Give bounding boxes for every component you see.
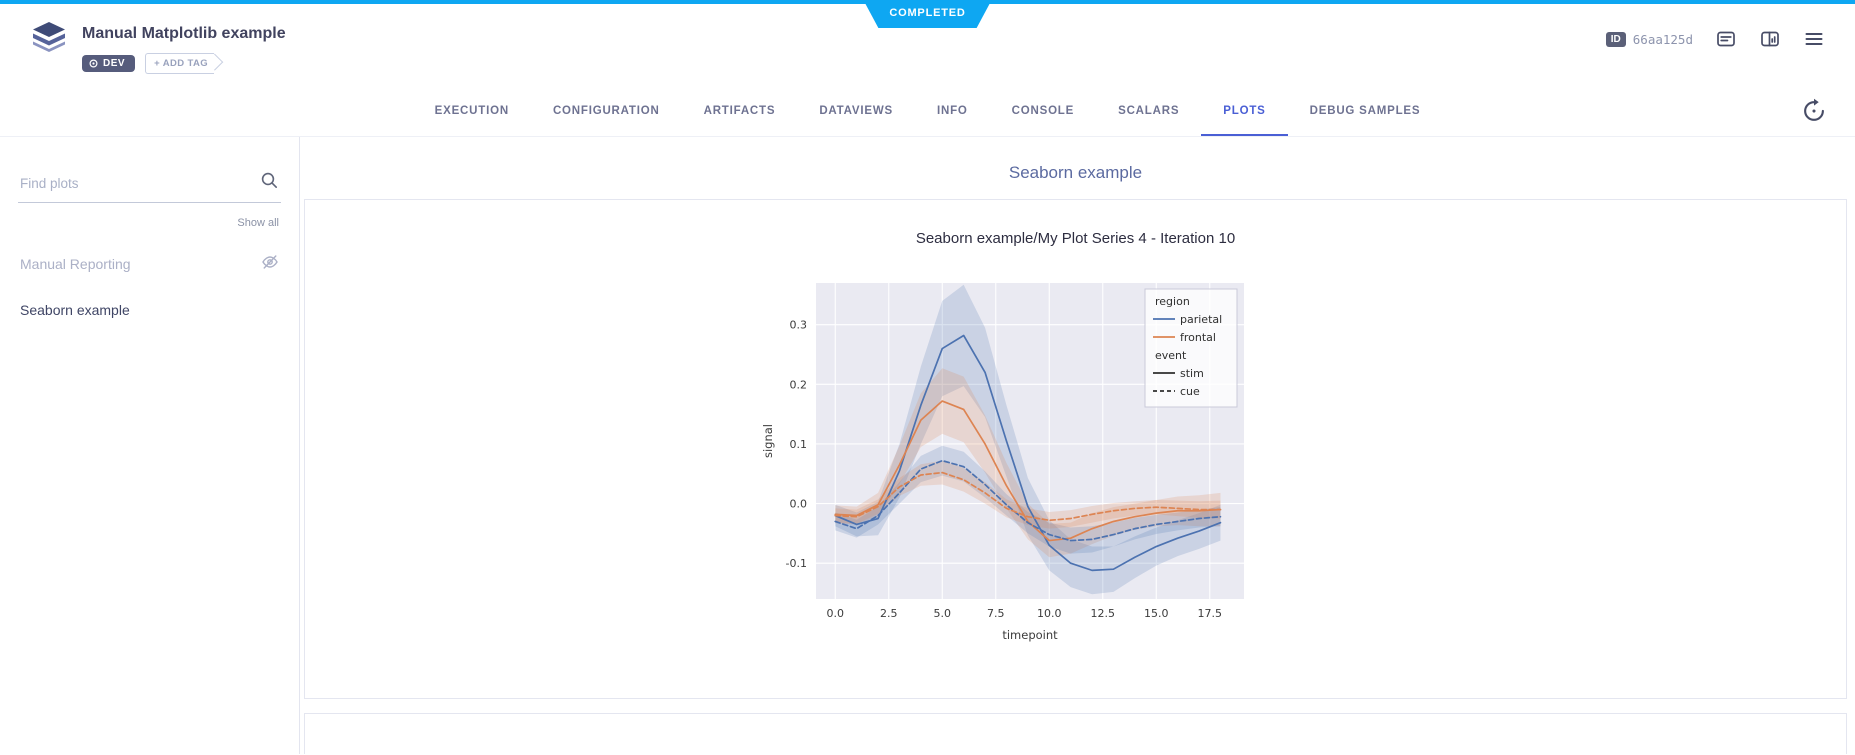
plot-group-heading: Seaborn example bbox=[1008, 163, 1143, 182]
svg-text:parietal: parietal bbox=[1180, 313, 1222, 326]
svg-text:event: event bbox=[1155, 349, 1187, 362]
search-icon bbox=[260, 171, 279, 195]
experiment-title: Manual Matplotlib example bbox=[82, 25, 286, 42]
plot-item-label: Manual Reporting bbox=[20, 255, 131, 272]
add-tag-button[interactable]: + ADD TAG bbox=[145, 53, 215, 75]
id-badge: ID 66aa125d bbox=[1605, 31, 1693, 47]
refresh-icon[interactable] bbox=[1801, 98, 1827, 129]
tab-configuration[interactable]: CONFIGURATION bbox=[552, 105, 660, 117]
add-tag-label: + ADD TAG bbox=[154, 58, 209, 70]
app-logo-icon bbox=[33, 22, 65, 52]
plot-list: Manual Reporting Seaborn example bbox=[18, 253, 281, 318]
dev-tag-badge: DEV bbox=[82, 55, 136, 73]
status-ribbon: COMPLETED bbox=[863, 0, 991, 28]
experiment-id-value: 66aa125d bbox=[1632, 31, 1693, 47]
tab-debug-samples[interactable]: DEBUG SAMPLES bbox=[1309, 105, 1421, 117]
svg-text:region: region bbox=[1155, 295, 1190, 308]
svg-text:frontal: frontal bbox=[1180, 331, 1216, 344]
svg-text:-0.1: -0.1 bbox=[785, 557, 806, 570]
tab-info[interactable]: INFO bbox=[936, 105, 968, 117]
next-plot-card bbox=[304, 713, 1847, 754]
header-titles: Manual Matplotlib example DEV + ADD TAG bbox=[82, 18, 286, 75]
svg-text:7.5: 7.5 bbox=[987, 607, 1005, 620]
svg-text:0.3: 0.3 bbox=[789, 319, 807, 332]
seaborn-plot[interactable]: 0.0 2.5 5.0 7.5 10.0 12.5 15.0 17.5 -0.1 0.0 0.1 0.… bbox=[756, 275, 1396, 657]
header-left: Manual Matplotlib example DEV + ADD TAG bbox=[30, 18, 286, 75]
svg-text:0.1: 0.1 bbox=[789, 438, 807, 451]
svg-text:signal: signal bbox=[761, 424, 775, 458]
eye-off-icon[interactable] bbox=[261, 253, 279, 274]
plots-main: Seaborn example Seaborn example/My Plot … bbox=[300, 137, 1855, 754]
svg-text:stim: stim bbox=[1180, 367, 1204, 380]
svg-text:0.2: 0.2 bbox=[789, 378, 807, 391]
tag-row: DEV + ADD TAG bbox=[82, 53, 286, 75]
plot-list-item-seaborn-example[interactable]: Seaborn example bbox=[18, 302, 281, 318]
search-input[interactable] bbox=[18, 175, 259, 192]
svg-text:timepoint: timepoint bbox=[1002, 628, 1058, 642]
svg-text:cue: cue bbox=[1180, 385, 1200, 398]
svg-text:17.5: 17.5 bbox=[1197, 607, 1222, 620]
svg-text:10.0: 10.0 bbox=[1037, 607, 1062, 620]
plot-item-label: Seaborn example bbox=[20, 302, 130, 318]
experiment-tab-bar: EXECUTION CONFIGURATION ARTIFACTS DATAVI… bbox=[0, 88, 1855, 137]
plot-card: Seaborn example/My Plot Series 4 - Itera… bbox=[304, 199, 1847, 699]
svg-text:5.0: 5.0 bbox=[933, 607, 951, 620]
tab-plots[interactable]: PLOTS bbox=[1201, 88, 1288, 136]
id-chip-label: ID bbox=[1605, 31, 1626, 47]
console-log-icon[interactable] bbox=[1715, 28, 1737, 50]
svg-text:0.0: 0.0 bbox=[789, 498, 807, 511]
svg-text:15.0: 15.0 bbox=[1144, 607, 1169, 620]
svg-text:12.5: 12.5 bbox=[1090, 607, 1115, 620]
dev-tag-label: DEV bbox=[103, 58, 126, 70]
tab-console[interactable]: CONSOLE bbox=[1011, 105, 1075, 117]
content-area: Show all Manual Reporting Seaborn exampl… bbox=[0, 137, 1855, 754]
dev-tag-icon bbox=[89, 59, 98, 68]
svg-text:0.0: 0.0 bbox=[826, 607, 844, 620]
tab-scalars[interactable]: SCALARS bbox=[1118, 105, 1180, 117]
plots-sidebar: Show all Manual Reporting Seaborn exampl… bbox=[0, 137, 300, 754]
tab-execution[interactable]: EXECUTION bbox=[434, 105, 509, 117]
tab-artifacts[interactable]: ARTIFACTS bbox=[703, 105, 776, 117]
split-view-icon[interactable] bbox=[1759, 28, 1781, 50]
plot-list-item-manual-reporting[interactable]: Manual Reporting bbox=[18, 253, 281, 274]
svg-text:2.5: 2.5 bbox=[880, 607, 898, 620]
plot-title: Seaborn example/My Plot Series 4 - Itera… bbox=[915, 230, 1236, 247]
tab-dataviews[interactable]: DATAVIEWS bbox=[819, 105, 893, 117]
menu-icon[interactable] bbox=[1803, 28, 1825, 50]
header-right: ID 66aa125d bbox=[1605, 28, 1825, 50]
show-all-link[interactable]: Show all bbox=[237, 217, 279, 229]
plot-search bbox=[18, 172, 281, 203]
status-label: COMPLETED bbox=[889, 7, 966, 19]
